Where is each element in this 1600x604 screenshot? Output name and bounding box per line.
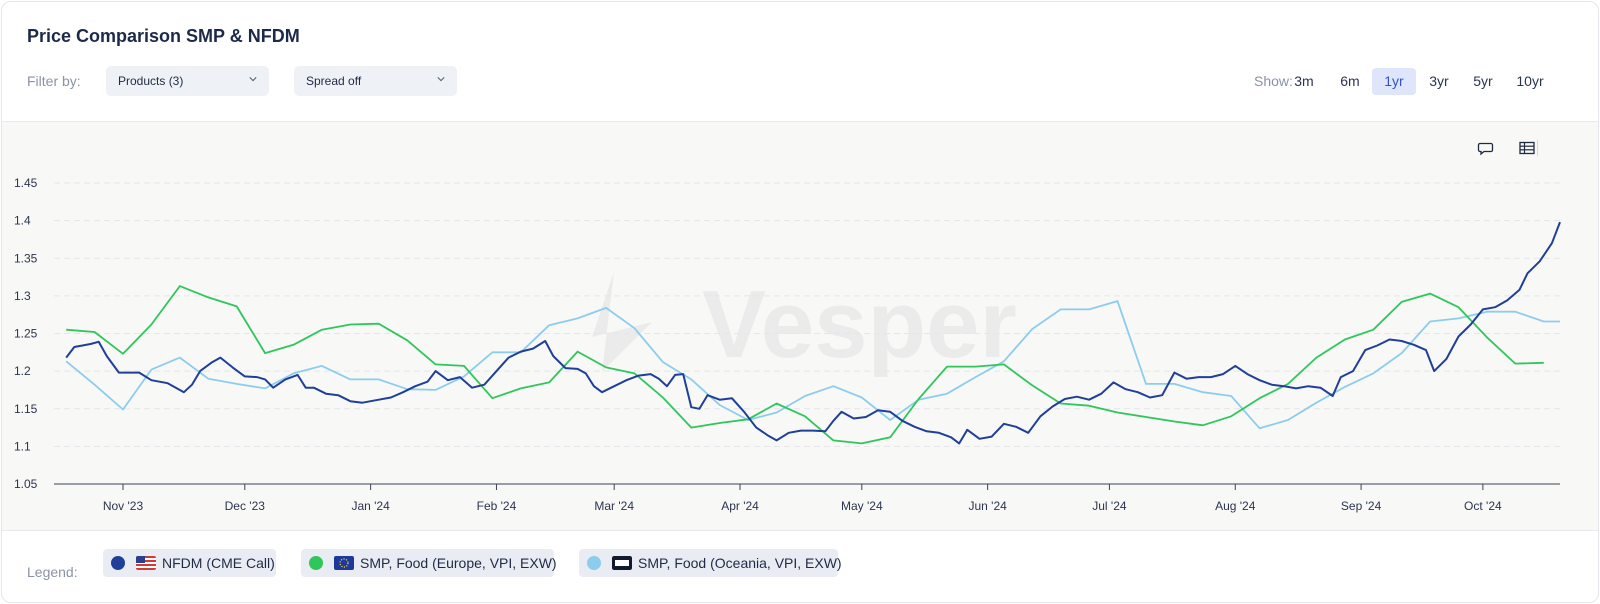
legend-label: Legend: bbox=[27, 564, 78, 580]
x-tick-label: Mar '24 bbox=[594, 499, 634, 513]
legend-item-label: SMP, Food (Europe, VPI, EXW) bbox=[360, 555, 557, 571]
x-tick-label: Aug '24 bbox=[1215, 499, 1256, 513]
toolbar-divider bbox=[1537, 140, 1538, 156]
table-icon[interactable] bbox=[1518, 140, 1536, 156]
price-line-chart: Vesper 1.451.41.351.31.251.21.151.11.05 … bbox=[14, 176, 1561, 513]
legend-item-label: NFDM (CME Call) bbox=[162, 555, 275, 571]
x-tick-label: Jan '24 bbox=[351, 499, 390, 513]
y-tick-label: 1.15 bbox=[14, 402, 38, 416]
series-line-2 bbox=[65, 300, 1560, 430]
svg-text:Vesper: Vesper bbox=[702, 271, 1017, 378]
x-tick-label: Feb '24 bbox=[477, 499, 517, 513]
eu-flag-icon bbox=[334, 556, 354, 570]
x-tick-label: Sep '24 bbox=[1341, 499, 1382, 513]
page-title: Price Comparison SMP & NFDM bbox=[27, 26, 300, 46]
products-dropdown[interactable]: Products (3) bbox=[106, 66, 269, 96]
x-tick-label: Nov '23 bbox=[103, 499, 144, 513]
range-5yr-button[interactable]: 5yr bbox=[1473, 73, 1493, 89]
vesper-watermark: Vesper bbox=[592, 271, 1017, 378]
range-1yr-button[interactable]: 1yr bbox=[1372, 68, 1416, 95]
range-3yr-button[interactable]: 3yr bbox=[1429, 73, 1449, 89]
products-dropdown-label: Products (3) bbox=[118, 74, 184, 88]
spread-dropdown-label: Spread off bbox=[306, 74, 362, 88]
x-tick-label: Jun '24 bbox=[968, 499, 1007, 513]
series-color-dot bbox=[309, 556, 323, 570]
series-color-dot bbox=[111, 556, 125, 570]
chart-area: Vesper 1.45 1.4 1.35 1.3 1.25 1.2 1.15 1.1 1.05 … bbox=[2, 121, 1598, 531]
range-10yr-button[interactable]: 10yr bbox=[1516, 73, 1544, 89]
range-6m-button[interactable]: 6m bbox=[1340, 73, 1360, 89]
chevron-down-icon bbox=[437, 77, 445, 82]
y-tick-label: 1.4 bbox=[14, 214, 31, 228]
x-tick-label: Dec '23 bbox=[225, 499, 266, 513]
legend-item-smp-oceania[interactable]: SMP, Food (Oceania, VPI, EXW) bbox=[579, 549, 842, 577]
y-tick-label: 1.3 bbox=[14, 289, 31, 303]
y-tick-label: 1.45 bbox=[14, 176, 38, 190]
x-tick-label: May '24 bbox=[841, 499, 883, 513]
legend-item-smp-europe[interactable]: SMP, Food (Europe, VPI, EXW) bbox=[301, 549, 557, 577]
legend-item-label: SMP, Food (Oceania, VPI, EXW) bbox=[638, 555, 842, 571]
y-tick-label: 1.2 bbox=[14, 364, 31, 378]
filter-label: Filter by: bbox=[27, 73, 81, 89]
range-3m-button[interactable]: 3m bbox=[1294, 73, 1314, 89]
y-tick-label: 1.25 bbox=[14, 327, 38, 341]
y-tick-label: 1.05 bbox=[14, 477, 38, 491]
us-flag-icon bbox=[136, 556, 156, 570]
x-tick-label: Apr '24 bbox=[721, 499, 759, 513]
series-line-1 bbox=[66, 285, 1544, 445]
chevron-down-icon bbox=[249, 77, 257, 82]
x-tick-label: Oct '24 bbox=[1464, 499, 1502, 513]
y-tick-label: 1.35 bbox=[14, 251, 38, 265]
spread-dropdown[interactable]: Spread off bbox=[294, 66, 457, 96]
x-tick-label: Jul '24 bbox=[1092, 499, 1127, 513]
legend-item-nfdm[interactable]: NFDM (CME Call) bbox=[103, 549, 276, 577]
oce-badge-icon bbox=[612, 556, 632, 570]
speech-bubble-icon[interactable] bbox=[1477, 140, 1495, 156]
series-color-dot bbox=[587, 556, 601, 570]
show-label: Show: bbox=[1254, 73, 1293, 89]
y-tick-label: 1.1 bbox=[14, 439, 31, 453]
series-line-0 bbox=[65, 221, 1561, 445]
